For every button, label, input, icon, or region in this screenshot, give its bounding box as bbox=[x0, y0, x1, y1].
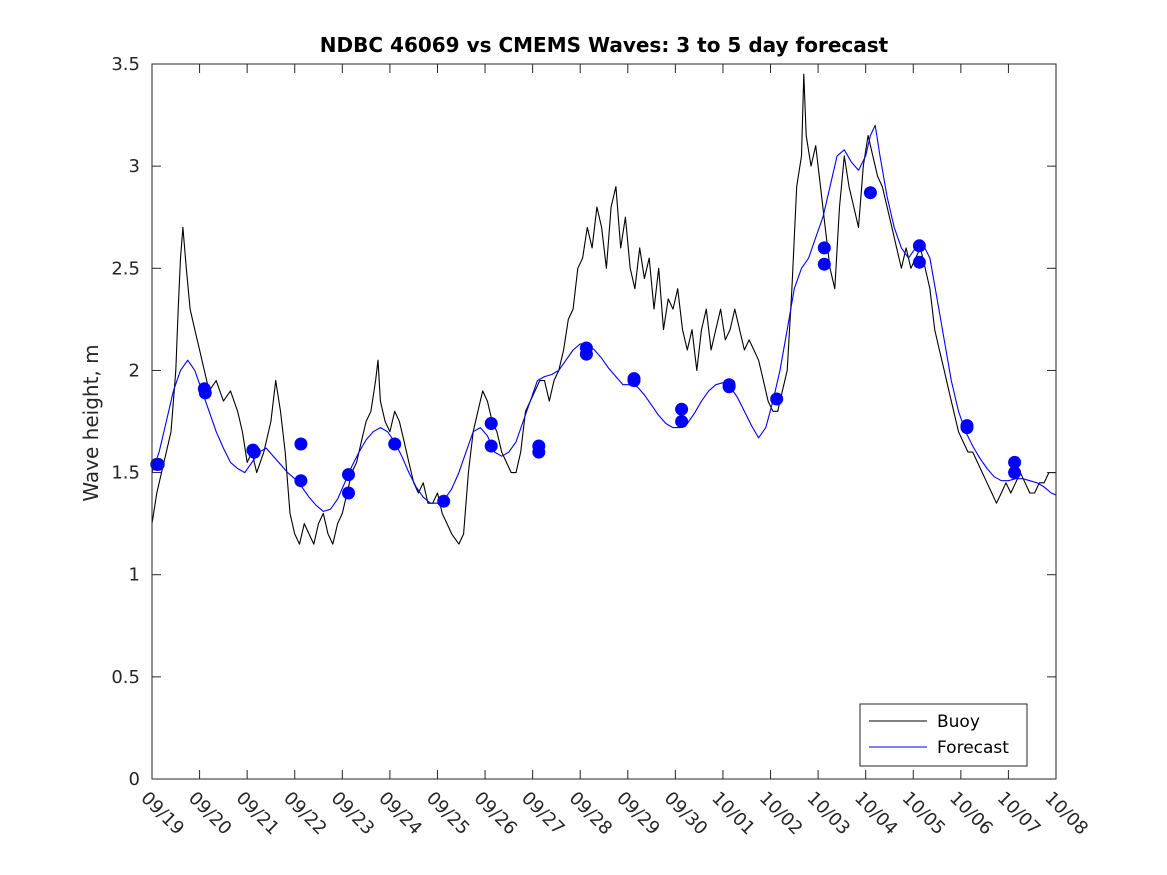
forecast-point bbox=[342, 468, 355, 482]
y-tick-label: 0 bbox=[129, 769, 140, 790]
plot-background bbox=[152, 64, 1056, 779]
y-tick-label: 2 bbox=[129, 360, 140, 381]
forecast-point bbox=[770, 392, 784, 406]
forecast-point bbox=[437, 494, 451, 508]
forecast-point bbox=[722, 380, 736, 394]
forecast-point bbox=[342, 486, 355, 500]
y-tick-label: 3 bbox=[129, 156, 140, 177]
forecast-point bbox=[247, 445, 261, 459]
forecast-point bbox=[151, 457, 165, 471]
y-tick-label: 2.5 bbox=[111, 258, 140, 279]
forecast-point bbox=[388, 437, 402, 451]
forecast-point bbox=[960, 421, 974, 435]
forecast-point bbox=[1008, 455, 1022, 469]
series-line-forecast bbox=[151, 124, 1057, 512]
forecast-point bbox=[675, 402, 689, 416]
forecast-point bbox=[675, 415, 689, 428]
legend-label-forecast: Forecast bbox=[937, 738, 1009, 758]
chart-title: NDBC 46069 vs CMEMS Waves: 3 to 5 day fo… bbox=[320, 33, 889, 57]
y-tick-label: 3.5 bbox=[111, 54, 140, 75]
legend-box bbox=[859, 703, 1028, 767]
forecast-point bbox=[484, 417, 498, 430]
y-axis-title: Wave height, m bbox=[79, 344, 103, 501]
y-tick-label: 1 bbox=[129, 565, 140, 586]
forecast-point bbox=[198, 386, 212, 400]
forecast-point bbox=[912, 239, 926, 253]
forecast-point bbox=[1008, 466, 1022, 480]
plot-area bbox=[152, 64, 1056, 779]
forecast-point bbox=[579, 347, 593, 361]
forecast-point bbox=[532, 445, 546, 459]
forecast-point bbox=[294, 437, 308, 451]
y-tick-label: 1.5 bbox=[111, 463, 140, 484]
axes-box bbox=[151, 63, 1057, 780]
legend: Buoy Forecast bbox=[859, 703, 1028, 767]
forecast-point bbox=[912, 255, 926, 269]
series-line-buoy bbox=[151, 73, 1056, 545]
legend-label-buoy: Buoy bbox=[937, 712, 980, 732]
forecast-points-layer bbox=[150, 186, 1022, 508]
forecast-point bbox=[817, 257, 831, 271]
forecast-point bbox=[294, 474, 308, 488]
forecast-point bbox=[484, 439, 498, 453]
forecast-point bbox=[863, 186, 877, 200]
y-tick-label: 0.5 bbox=[111, 667, 140, 688]
series-layer bbox=[151, 73, 1057, 545]
forecast-point bbox=[627, 374, 641, 388]
forecast-point bbox=[817, 241, 831, 255]
